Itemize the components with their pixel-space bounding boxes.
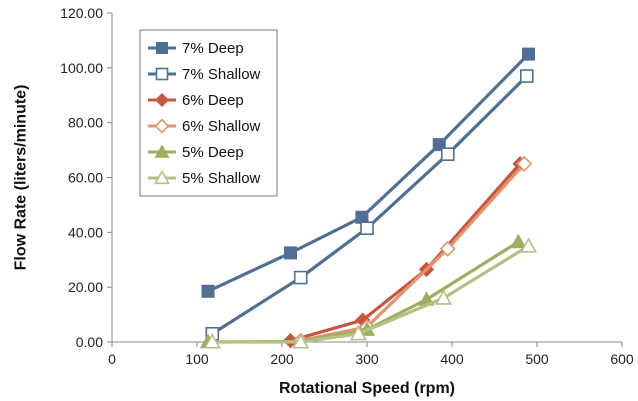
legend-box [139,29,278,197]
legend-label: 7% Deep [182,40,244,57]
legend-item: 6% Deep [148,92,244,109]
x-axis-title: Rotational Speed (rpm) [279,380,455,397]
y-tick-label: 100.00 [60,60,103,76]
series-line [212,244,530,344]
data-point [292,333,310,349]
legend-swatch-marker [155,67,169,81]
y-tick-label: 80.00 [68,115,103,131]
data-point [439,240,456,257]
y-tick-label: 120.00 [60,5,103,21]
axes: 0 100 200 300 400 500 600 0.00 20.00 40.00 60.00 80… [60,5,634,367]
data-point [201,284,215,298]
y-tick-label: 0.00 [76,334,103,350]
legend-swatch-marker [156,42,168,54]
legend-item: 6% Shallow [148,118,261,135]
y-tick-label: 60.00 [68,170,103,186]
data-point [440,147,455,161]
y-tick-label: 20.00 [68,279,103,295]
legend-label: 5% Shallow [182,170,261,187]
data-point [284,246,297,260]
legend: 7% Deep 7% Shallow 6% Deep 6% Shallow 5% Dee… [139,29,278,197]
x-tick-label: 100 [185,351,209,367]
legend-item: 7% Shallow [148,66,261,83]
y-axis-title: Flow Rate (liters/minute) [13,85,30,271]
series-5 [203,237,538,349]
legend-label: 5% Deep [182,144,244,161]
x-tick-label: 400 [440,351,464,367]
legend-item: 5% Shallow [148,169,261,187]
y-tick-label: 40.00 [68,224,103,240]
data-point [293,270,308,285]
legend-label: 7% Shallow [182,66,261,83]
legend-item: 5% Deep [148,144,244,161]
data-point [360,221,374,236]
x-tick-label: 200 [270,351,294,367]
data-point [434,289,453,305]
legend-label: 6% Deep [182,92,244,109]
series-layer [200,47,538,349]
legend-swatch-marker [154,92,170,108]
legend-swatch-marker [154,118,170,134]
data-point [519,69,534,83]
series-2 [282,156,528,349]
x-tick-label: 300 [355,351,379,367]
data-point [510,233,527,249]
legend-label: 6% Shallow [182,118,261,135]
legend-item: 7% Deep [148,40,244,57]
legend-swatch-marker [154,144,170,158]
series-line [290,162,522,343]
legend-swatch-marker [154,169,170,185]
x-tick-label: 500 [525,351,549,367]
data-point [516,155,533,172]
data-point [349,324,368,341]
x-tick-label: 600 [610,351,634,367]
data-point [522,47,535,61]
series-line [300,162,526,343]
data-point [203,333,221,349]
data-point [519,237,538,253]
x-tick-label: 0 [108,351,116,367]
